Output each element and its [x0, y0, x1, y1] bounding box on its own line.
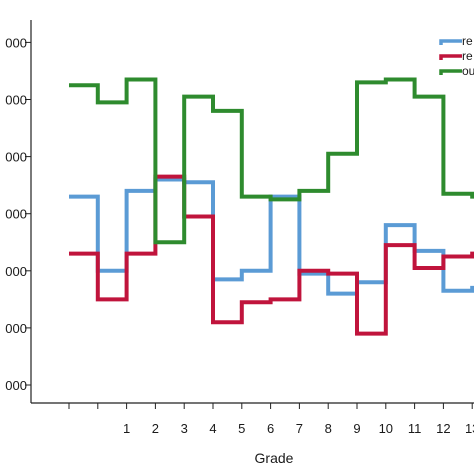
x-tick-label: 13 [465, 421, 474, 436]
x-tick-label: 4 [209, 421, 216, 436]
y-tick-label: 000 [5, 93, 27, 108]
legend-swatch [439, 54, 462, 60]
y-axis: 000 000 000 000 000 000 000 [5, 35, 31, 393]
x-tick-label: 10 [379, 421, 393, 436]
y-tick-label: 000 [5, 264, 27, 279]
y-tick-label: 000 [5, 150, 27, 165]
y-tick-label: 000 [5, 378, 27, 393]
y-tick-label: 000 [5, 207, 27, 222]
x-tick-label: 9 [353, 421, 360, 436]
x-tick-label: 11 [408, 421, 422, 436]
x-tick-label: 1 [123, 421, 130, 436]
legend-swatch [439, 39, 462, 45]
series-layer [69, 77, 474, 336]
x-axis-title: Grade [255, 450, 294, 466]
x-tick-label: 7 [296, 421, 303, 436]
x-tick-label: 2 [152, 421, 159, 436]
y-tick-label: 000 [5, 321, 27, 336]
series-line-3 [69, 77, 474, 245]
x-tick-label: 8 [325, 421, 332, 436]
x-tick-label: 12 [436, 421, 450, 436]
x-tick-label: 5 [238, 421, 245, 436]
legend-label: re [462, 34, 473, 48]
y-tick-label: 000 [5, 35, 27, 50]
plot-area [30, 20, 474, 404]
x-tick-label: 6 [267, 421, 274, 436]
x-axis: 123456789101112131415 [68, 403, 474, 436]
x-tick-label: 3 [181, 421, 188, 436]
legend-label: ou [462, 64, 474, 78]
legend-swatch [439, 69, 462, 75]
legend-label: re [462, 49, 473, 63]
